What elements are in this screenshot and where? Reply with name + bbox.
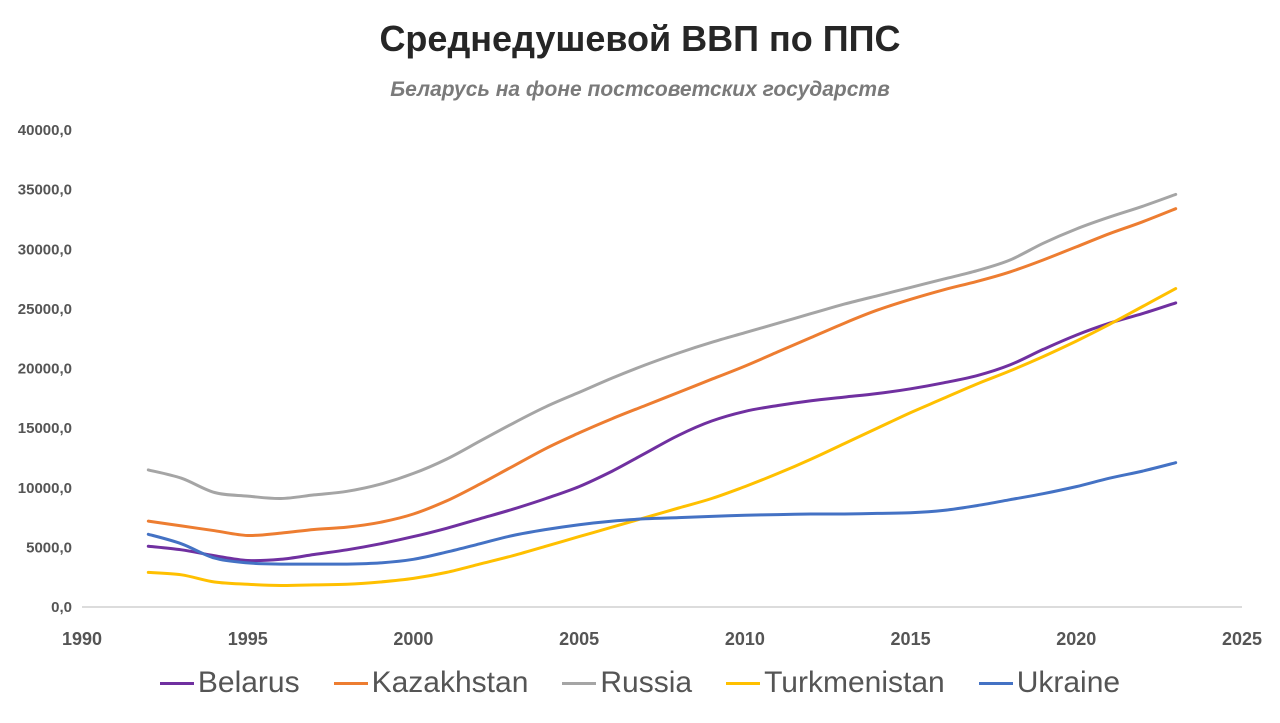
legend-swatch-russia: [562, 681, 597, 685]
x-tick-label: 2025: [1222, 629, 1262, 649]
x-tick-label: 1995: [228, 629, 268, 649]
legend-item-turkmenistan[interactable]: Turkmenistan: [726, 666, 945, 700]
y-tick-label: 40000,0: [18, 122, 72, 139]
legend-label-belarus: Belarus: [197, 666, 300, 699]
y-tick-label: 20000,0: [18, 361, 72, 378]
legend-item-ukraine[interactable]: Ukraine: [978, 666, 1121, 700]
y-tick-label: 15000,0: [18, 420, 72, 437]
legend-item-kazakhstan[interactable]: Kazakhstan: [333, 666, 529, 700]
legend-item-belarus[interactable]: Belarus: [159, 666, 300, 700]
x-tick-label: 2005: [559, 629, 599, 649]
x-tick-label: 2000: [393, 629, 433, 649]
y-tick-label: 0,0: [51, 599, 72, 616]
x-axis-tick-labels: 1990 1995 2000 2005 2010 2015 2020 2025: [62, 629, 1262, 649]
y-tick-label: 25000,0: [18, 301, 72, 318]
legend-swatch-ukraine: [978, 681, 1013, 685]
series-line-belarus: [146, 301, 1178, 563]
legend-swatch-turkmenistan: [726, 681, 761, 685]
legend: Belarus Kazakhstan Russia Turkmenistan U…: [0, 666, 1280, 700]
series-lines: [146, 192, 1178, 588]
legend-label-ukraine: Ukraine: [1016, 666, 1121, 699]
x-tick-label: 2010: [725, 629, 765, 649]
x-tick-label: 2015: [891, 629, 931, 649]
legend-swatch-belarus: [159, 681, 194, 685]
x-tick-label: 2020: [1056, 629, 1096, 649]
series-line-russia: [146, 192, 1178, 501]
x-tick-label: 1990: [62, 629, 102, 649]
series-line-turkmenistan: [146, 287, 1178, 588]
chart-subtitle: Беларусь на фоне постсоветских государст…: [390, 78, 890, 101]
y-tick-label: 35000,0: [18, 182, 72, 199]
chart-title: Среднедушевой ВВП по ППС: [379, 18, 901, 59]
legend-swatch-kazakhstan: [333, 681, 368, 685]
y-tick-label: 5000,0: [26, 539, 72, 556]
y-tick-label: 30000,0: [18, 241, 72, 258]
legend-item-russia[interactable]: Russia: [562, 666, 692, 700]
series-line-ukraine: [146, 461, 1178, 566]
series-line-kazakhstan: [146, 207, 1178, 538]
legend-label-russia: Russia: [600, 666, 693, 699]
y-axis-tick-labels: 0,0 5000,0 10000,0 15000,0 20000,0 25000,0 300…: [18, 122, 72, 616]
legend-label-kazakhstan: Kazakhstan: [371, 666, 529, 699]
y-tick-label: 10000,0: [18, 480, 72, 497]
legend-label-turkmenistan: Turkmenistan: [764, 666, 945, 699]
